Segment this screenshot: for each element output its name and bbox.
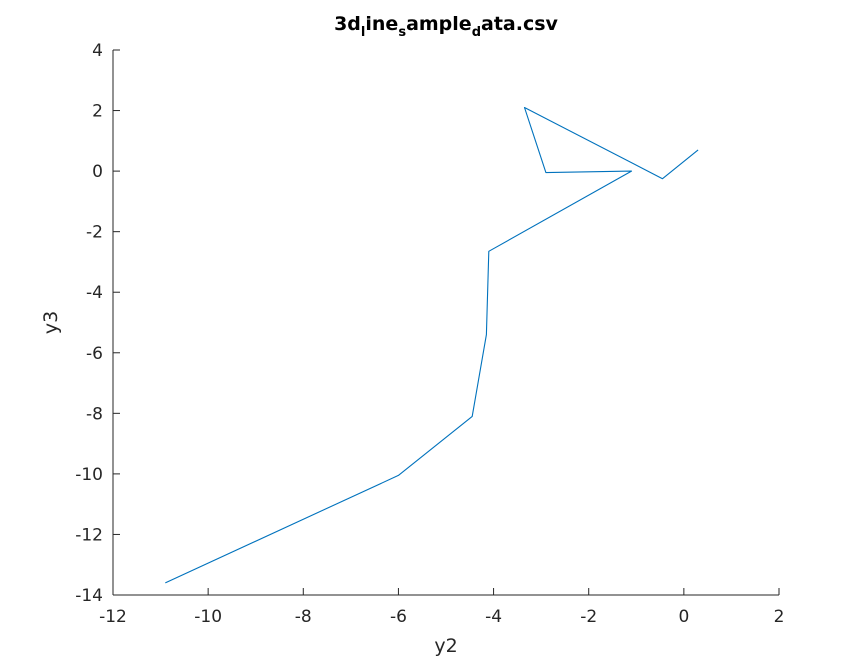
y-tick-label: 2	[92, 102, 103, 122]
y-axis-label: y3	[40, 311, 62, 334]
x-tick-label: 2	[774, 607, 785, 627]
y-tick-label: -6	[86, 344, 103, 364]
y-tick-label: 4	[92, 41, 103, 61]
title-part: ine	[365, 13, 398, 35]
x-axis-label: y2	[434, 635, 457, 657]
title-part: d	[472, 25, 481, 40]
x-tick-label: -4	[485, 607, 502, 627]
y-tick-label: -4	[86, 283, 103, 303]
y-tick-label: -8	[86, 404, 103, 424]
y-tick-label: -12	[75, 525, 103, 545]
y-tick-label: -14	[75, 586, 103, 606]
title-part: ata.csv	[481, 13, 559, 35]
title-part: 3d	[334, 13, 361, 35]
x-tick-label: -2	[580, 607, 597, 627]
y-tick-label: -10	[75, 465, 103, 485]
y-tick-label: 0	[92, 162, 103, 182]
chart-title: 3dlinesampledata.csv	[334, 13, 558, 40]
x-tick-label: -10	[194, 607, 222, 627]
x-tick-label: -12	[99, 607, 127, 627]
series-line	[165, 106, 699, 584]
x-tick-label: -6	[390, 607, 407, 627]
plot-area	[165, 106, 699, 584]
x-tick-label: -8	[295, 607, 312, 627]
title-part: l	[361, 25, 365, 40]
y-tick-label: -2	[86, 223, 103, 243]
x-tick-label: 0	[678, 607, 689, 627]
title-part: ample	[406, 13, 472, 35]
title-part: s	[398, 25, 406, 40]
